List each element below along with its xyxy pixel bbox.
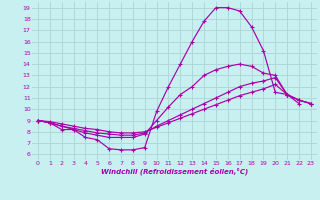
X-axis label: Windchill (Refroidissement éolien,°C): Windchill (Refroidissement éolien,°C) <box>101 168 248 175</box>
